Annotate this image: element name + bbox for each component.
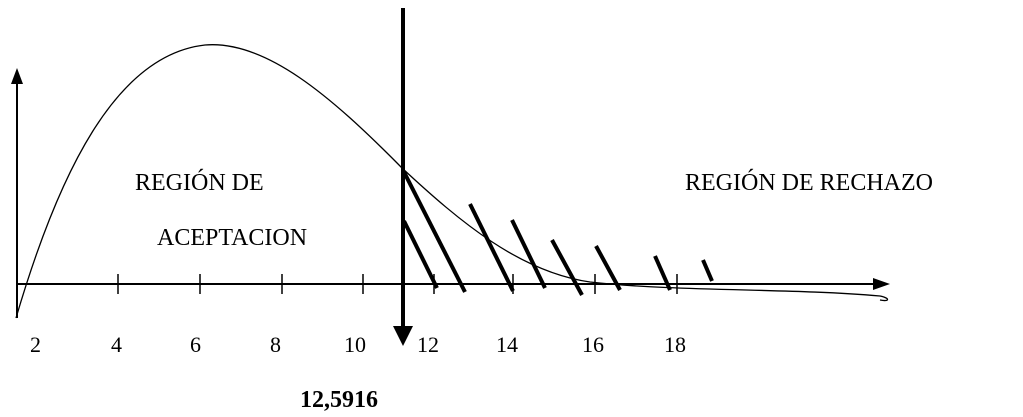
tick-label-18: 18 (664, 332, 686, 357)
rejection-hatching (402, 171, 714, 296)
hatch-line (468, 203, 515, 292)
tick-label-2: 2 (30, 332, 41, 357)
tick-label-8: 8 (270, 332, 281, 357)
hatch-line (594, 245, 622, 291)
hatch-line (653, 255, 672, 291)
critical-value-arrowhead (393, 326, 413, 346)
tick-label-12: 12 (417, 332, 439, 357)
tick-label-10: 10 (344, 332, 366, 357)
hatch-line (701, 259, 714, 282)
acceptance-region-label-line1: REGIÓN DE (135, 170, 264, 196)
hatch-line (550, 239, 584, 296)
hatch-line (402, 220, 439, 289)
density-curve (15, 44, 889, 319)
tick-label-6: 6 (190, 332, 201, 357)
hatch-line (510, 219, 547, 289)
rejection-region-label: REGIÓN DE RECHAZO (685, 170, 933, 196)
tick-label-16: 16 (582, 332, 604, 357)
hatch-line (402, 171, 467, 293)
tick-label-14: 14 (496, 332, 518, 357)
critical-value-label: 12,5916 (300, 387, 378, 413)
y-axis-arrowhead (11, 68, 23, 84)
x-axis-arrowhead (873, 278, 890, 290)
acceptance-region-label-line2: ACEPTACION (157, 225, 308, 251)
tick-label-4: 4 (111, 332, 122, 357)
